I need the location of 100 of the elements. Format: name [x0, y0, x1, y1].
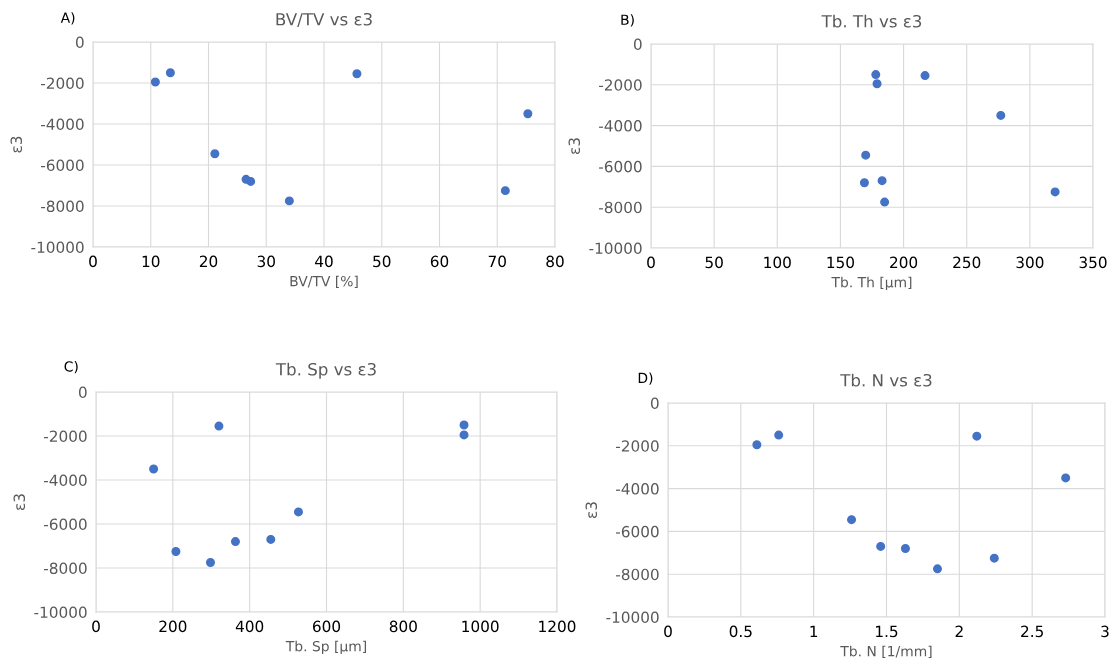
point — [171, 547, 181, 556]
point — [752, 440, 762, 450]
point — [150, 77, 160, 87]
point — [205, 558, 215, 567]
point — [1050, 187, 1060, 197]
point — [877, 176, 887, 186]
text: B) — [621, 14, 634, 27]
x-tick-label: 2 — [955, 625, 963, 637]
y-axis-title: ε3 — [10, 136, 23, 153]
y-tick-label: 0 — [650, 397, 659, 410]
y-tick-label: -4000 — [44, 474, 87, 487]
point — [996, 110, 1006, 120]
y-tick-label: -4000 — [599, 120, 642, 132]
x-tick-label: 350 — [1079, 256, 1107, 269]
x-tick-label: 1 — [810, 625, 818, 637]
point — [459, 420, 469, 430]
x-axis-title: Tb. Th [µm] — [831, 276, 912, 291]
x-tick-label: 200 — [890, 256, 918, 269]
y-tick-label: -8000 — [599, 201, 642, 214]
point — [920, 71, 930, 81]
y-tick-label: -8000 — [616, 568, 659, 581]
x-tick-label: 40 — [315, 255, 333, 268]
point — [165, 68, 175, 78]
x-tick-label: 200 — [159, 620, 187, 633]
y-tick-label: -6000 — [616, 525, 659, 538]
x-tick-label: 3 — [1101, 625, 1109, 638]
point — [500, 186, 510, 196]
x-tick-label: 80 — [546, 255, 564, 268]
point — [972, 431, 982, 441]
x-tick-label: 600 — [312, 620, 341, 633]
x-axis-title: Tb. N [1/mm] — [840, 645, 932, 659]
x-tick-label: 10 — [142, 255, 160, 268]
text: D) — [638, 372, 653, 385]
point — [284, 196, 294, 206]
point — [266, 534, 276, 544]
y-tick-label: -10000 — [31, 241, 84, 254]
point — [149, 464, 159, 474]
point — [880, 197, 890, 207]
y-axis-title: ε3 — [585, 502, 598, 518]
x-tick-label: 60 — [430, 255, 449, 268]
x-tick-label: 250 — [953, 256, 981, 269]
x-axis-title: BV/TV [%] — [290, 275, 358, 289]
point — [876, 541, 886, 551]
x-tick-label: 1.5 — [876, 625, 898, 638]
point — [214, 421, 224, 431]
point — [774, 430, 784, 440]
point — [871, 70, 881, 80]
y-tick-label: -6000 — [41, 159, 84, 172]
x-tick-label: 150 — [827, 256, 854, 269]
point — [861, 150, 871, 160]
point — [872, 79, 882, 89]
y-tick-label: -2000 — [599, 79, 642, 91]
point — [352, 69, 362, 79]
x-tick-label: 0.5 — [729, 625, 752, 638]
x-tick-label: 1000 — [462, 620, 499, 633]
point — [246, 176, 256, 186]
point — [459, 430, 469, 440]
y-tick-label: 0 — [75, 36, 84, 49]
x-axis-title: Tb. Sp [µm] — [285, 640, 366, 655]
chart-title: Tb. Th vs ε3 — [821, 14, 922, 28]
y-axis-title: ε3 — [568, 138, 581, 154]
y-tick-label: -8000 — [41, 200, 84, 213]
point — [293, 507, 303, 517]
y-tick-label: -4000 — [41, 118, 84, 131]
point — [989, 553, 999, 563]
y-tick-label: -4000 — [616, 483, 659, 495]
x-tick-label: 300 — [1016, 256, 1044, 269]
y-tick-label: -10000 — [589, 242, 642, 255]
point — [859, 178, 869, 188]
x-tick-label: 30 — [257, 255, 275, 268]
x-tick-label: 50 — [373, 255, 391, 268]
point — [230, 537, 240, 547]
y-tick-label: 0 — [78, 386, 87, 399]
point — [932, 564, 942, 574]
x-tick-label: 0 — [664, 625, 672, 638]
x-tick-label: 20 — [199, 255, 218, 268]
y-tick-label: -2000 — [616, 440, 659, 452]
x-tick-label: 50 — [705, 256, 723, 269]
x-tick-label: 0 — [92, 620, 100, 633]
x-tick-label: 800 — [389, 620, 417, 633]
x-tick-label: 70 — [488, 255, 506, 268]
y-tick-label: -10000 — [606, 611, 659, 624]
text: C) — [64, 360, 78, 374]
chart-title: Tb. Sp vs ε3 — [275, 362, 376, 379]
y-tick-label: -6000 — [599, 160, 642, 173]
text: A) — [60, 12, 75, 25]
point — [900, 544, 910, 554]
y-tick-label: -6000 — [44, 518, 87, 531]
chart-title: Tb. N vs ε3 — [840, 373, 932, 387]
x-tick-label: 2.5 — [1021, 625, 1043, 638]
x-tick-label: 1200 — [539, 620, 576, 633]
y-tick-label: -10000 — [34, 606, 87, 619]
point — [1061, 473, 1071, 483]
point — [847, 515, 857, 525]
y-axis-title: ε3 — [13, 494, 26, 510]
y-tick-label: -8000 — [44, 562, 87, 575]
chart-title: BV/TV vs ε3 — [276, 12, 372, 27]
x-tick-label: 400 — [235, 620, 264, 633]
point — [210, 149, 220, 159]
x-tick-label: 100 — [764, 256, 791, 269]
